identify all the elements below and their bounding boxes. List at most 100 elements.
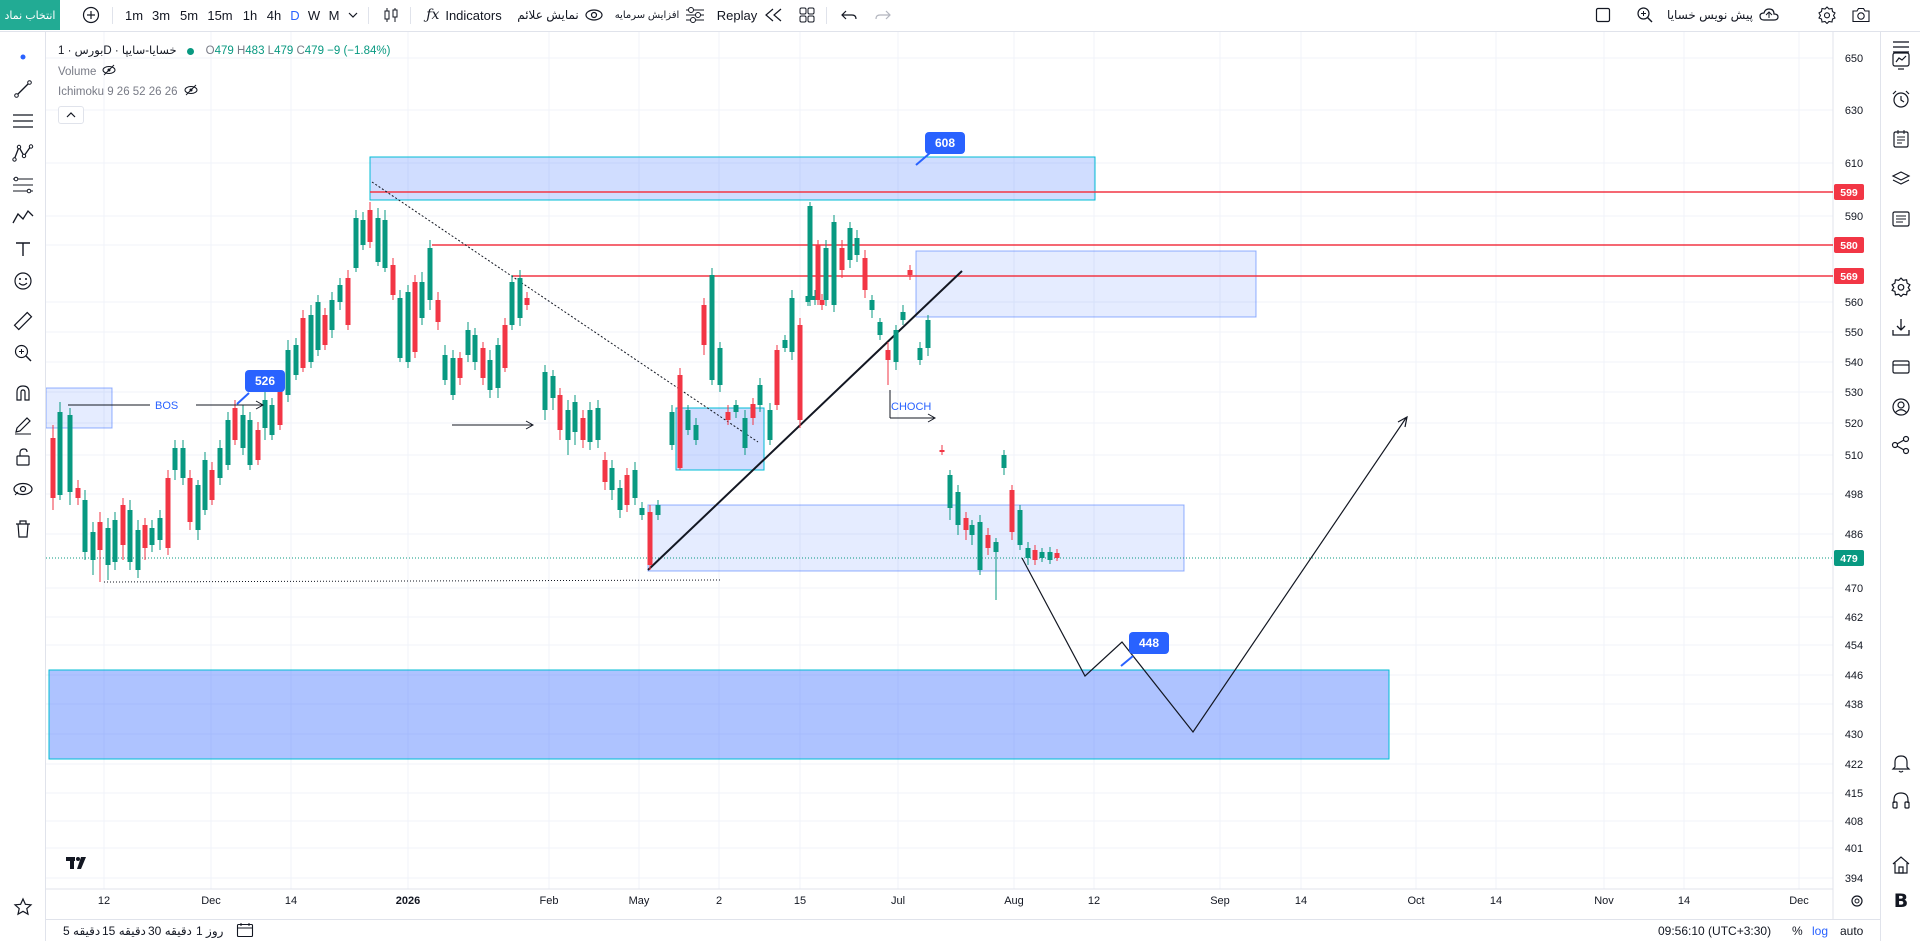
list-details-icon[interactable] [1888, 206, 1914, 232]
cursor-dot-icon[interactable] [10, 44, 36, 70]
supply-zone-top[interactable] [369, 156, 1096, 201]
indicators-button[interactable]: ƒx Indicators [426, 7, 502, 23]
range-1-day[interactable]: روز 1 [196, 924, 224, 938]
trend-line[interactable] [647, 270, 963, 571]
layers-icon[interactable] [1888, 166, 1914, 192]
range-30-minutes[interactable]: دقیقه 30 [148, 924, 192, 938]
layout-grid-icon[interactable] [796, 0, 818, 30]
timeframe-w[interactable]: W [307, 7, 321, 23]
zoom-in-icon[interactable] [10, 340, 36, 366]
camera-snapshot-icon[interactable] [1850, 0, 1872, 30]
calendar-icon[interactable] [236, 922, 254, 941]
horizontal-lines-tool-icon[interactable] [10, 108, 36, 134]
ichimoku-indicator-label[interactable]: Ichimoku 9 26 52 26 26 [58, 86, 178, 98]
time-tick-label: Nov [1594, 895, 1614, 907]
emoji-tool-icon[interactable] [10, 268, 36, 294]
visibility-eye-icon[interactable] [10, 476, 36, 502]
timeframe-5m[interactable]: 5m [179, 7, 199, 23]
ruler-measure-icon[interactable] [10, 308, 36, 334]
small-zone[interactable] [675, 407, 765, 471]
axis-settings-icon[interactable] [1851, 895, 1863, 907]
notification-bell-icon[interactable] [1888, 750, 1914, 776]
range-5-minutes[interactable]: دقیقه 5 [63, 924, 101, 938]
fibonacci-tool-icon[interactable] [10, 172, 36, 198]
trend-line-tool-icon[interactable] [10, 76, 36, 102]
bos-zone[interactable] [45, 387, 113, 429]
forecast-tool-icon[interactable] [10, 204, 36, 230]
callout-448[interactable]: 448 [1120, 632, 1169, 667]
settings-gear-icon[interactable] [1816, 0, 1838, 30]
download-icon[interactable] [1888, 314, 1914, 340]
zoom-search-icon[interactable] [1634, 0, 1656, 30]
pencil-lock-icon[interactable] [10, 412, 36, 438]
feb-arrow[interactable] [452, 420, 535, 430]
price-axis[interactable]: 6506306105905805605505405305205104984864… [1845, 53, 1863, 885]
menu-hamburger-icon[interactable] [1888, 34, 1914, 60]
timeframe-15m[interactable]: 15m [207, 7, 233, 23]
draft-save-button[interactable]: پیش نویس خسایا [1664, 0, 1782, 30]
bos-arrow[interactable]: BOS [68, 400, 265, 412]
hidden-eye-icon[interactable] [184, 84, 198, 100]
chart-canvas[interactable]: BOS CHOCH 608 526 448 [0, 32, 1880, 919]
clock-time[interactable]: 09:56:10 (UTC+3:30) [1658, 924, 1772, 938]
pattern-tool-icon[interactable] [10, 140, 36, 166]
redo-icon[interactable] [872, 0, 894, 30]
hidden-eye-icon[interactable] [102, 64, 116, 80]
share-icon[interactable] [1888, 432, 1914, 458]
candle [360, 212, 366, 250]
candle [877, 318, 883, 340]
timeframe-dropdown-chevron-down-icon[interactable] [346, 0, 360, 30]
profile-user-icon[interactable] [1888, 394, 1914, 420]
alarm-clock-icon[interactable] [1888, 86, 1914, 112]
price-tick-label: 498 [1845, 489, 1863, 501]
symbol-title[interactable]: بورس · 1D · خسایا-سایپا [58, 45, 177, 57]
notes-icon[interactable] [1888, 126, 1914, 152]
callout-526[interactable]: 526 [236, 370, 285, 405]
show-signals-button[interactable]: نمایش علائم [514, 0, 606, 30]
choch-arrow[interactable]: CHOCH [889, 390, 937, 423]
lock-icon[interactable] [10, 444, 36, 470]
trash-icon[interactable] [10, 516, 36, 542]
timeframe-1h[interactable]: 1h [242, 7, 258, 23]
add-symbol-button[interactable] [80, 0, 102, 30]
demand-zone-mid[interactable] [647, 504, 1185, 572]
candle [67, 408, 73, 505]
projection-path[interactable] [1021, 417, 1407, 734]
price-tick-label: 401 [1845, 843, 1863, 855]
demand-zone-bottom[interactable] [48, 669, 1390, 760]
brand-b-icon[interactable]: B [1893, 890, 1909, 912]
candle [450, 350, 456, 400]
auto-scale-toggle[interactable]: auto [1840, 924, 1864, 938]
home-icon[interactable] [1888, 852, 1914, 878]
timeframe-4h[interactable]: 4h [266, 7, 282, 23]
undo-icon[interactable] [838, 0, 860, 30]
replay-button[interactable]: Replay [714, 0, 786, 30]
timeframe-m[interactable]: M [328, 7, 340, 23]
timeframe-3m[interactable]: 3m [151, 7, 171, 23]
supply-zone-right[interactable] [915, 250, 1257, 318]
text-tool-icon[interactable] [10, 236, 36, 262]
volume-indicator-label[interactable]: Volume [58, 66, 97, 78]
settings-gear-icon[interactable] [1888, 274, 1914, 300]
select-symbol-button[interactable]: انتخاب نماد [0, 0, 60, 30]
magnet-icon[interactable] [10, 380, 36, 406]
candle-type-icon[interactable] [380, 0, 402, 30]
time-axis[interactable]: 12 Dec 14 2026 Feb May 2 15 Jul Aug 12 Sep 14 Oct 14 No… [98, 895, 1809, 907]
log-scale-toggle[interactable]: log [1812, 924, 1829, 938]
tradingview-logo-icon[interactable] [62, 852, 92, 874]
range-15-minutes[interactable]: دقیقه 15 [102, 924, 146, 938]
percent-scale-toggle[interactable]: % [1792, 924, 1803, 938]
favorites-star-icon[interactable] [10, 894, 36, 920]
timeframe-d[interactable]: D [290, 7, 300, 23]
price-tick-label: 530 [1845, 387, 1863, 399]
support-headset-icon[interactable] [1888, 788, 1914, 814]
timeframe-1m[interactable]: 1m [124, 7, 144, 23]
watchlist-chart-icon[interactable] [1888, 48, 1914, 74]
fullscreen-square-icon[interactable] [1592, 0, 1614, 30]
candle [1032, 545, 1038, 565]
card-icon[interactable] [1888, 354, 1914, 380]
legend-collapse-button[interactable] [58, 106, 84, 124]
dotted-trend-line[interactable] [371, 181, 759, 443]
callout-608[interactable]: 608 [915, 132, 965, 166]
capital-increase-button[interactable]: افزایش سرمایه [614, 0, 706, 30]
